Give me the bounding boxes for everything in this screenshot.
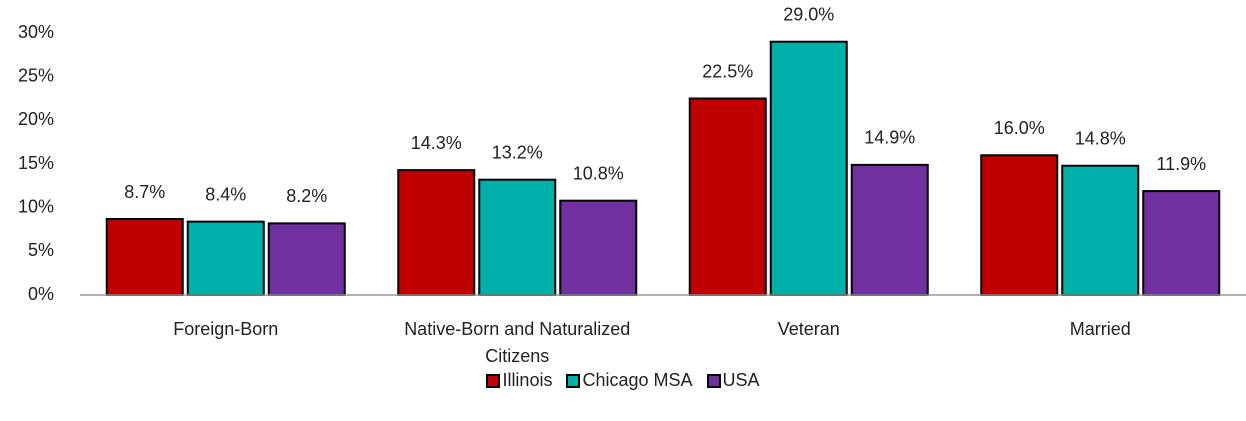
y-tick-label: 0% [28,284,54,304]
x-tick-label: Married [1069,319,1131,339]
bar [1061,164,1140,296]
data-label: 8.7% [124,182,165,202]
y-tick-label: 10% [18,196,54,216]
bar [186,220,265,296]
legend-item: USA [706,370,760,391]
data-label: 10.8% [573,163,624,183]
bar [769,40,848,296]
legend-swatch [566,373,581,388]
data-label: 11.9% [1156,154,1206,174]
data-label: 13.2% [492,142,543,162]
legend-label: Illinois [502,370,553,390]
legend-swatch [486,373,501,388]
bar [980,154,1059,296]
legend-item: Illinois [486,370,552,391]
data-label: 22.5% [702,61,753,81]
x-tick-label: Native-Born and Naturalized Citizens [404,319,631,366]
legend-swatch [706,373,721,388]
y-tick-label: 20% [18,109,54,129]
y-tick-label: 5% [28,240,54,260]
data-label: 16.0% [994,118,1045,138]
bar [478,178,557,296]
bar [105,218,184,297]
legend-label: Chicago MSA [582,370,693,390]
bar [850,163,929,296]
data-label: 14.3% [411,133,462,153]
bar [1142,190,1221,296]
bar [267,222,346,297]
bar [688,97,767,296]
legend: Illinois Chicago MSA USA [0,370,1246,391]
legend-label: USA [722,370,760,390]
data-label: 14.9% [864,128,915,148]
bar [397,169,476,296]
x-tick-label: Foreign-Born [173,319,279,339]
y-tick-label: 15% [18,153,54,173]
bar [559,199,638,296]
y-tick-label: 30% [18,22,54,42]
x-tick-label: Veteran [777,319,840,339]
legend-item: Chicago MSA [566,370,693,391]
data-label: 8.4% [205,184,246,204]
data-label: 8.2% [286,186,327,206]
y-tick-label: 25% [18,65,54,85]
data-label: 29.0% [783,4,834,24]
data-label: 14.8% [1075,128,1126,148]
